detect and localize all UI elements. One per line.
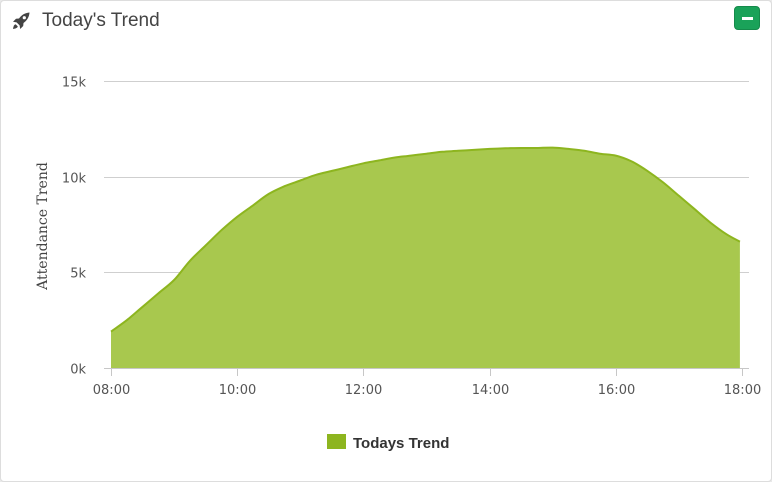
panel-header: Today's Trend	[1, 1, 771, 43]
panel-title: Today's Trend	[42, 10, 160, 31]
x-tick-label: 10:00	[219, 383, 256, 398]
series-line	[110, 146, 741, 333]
x-tick-label: 16:00	[598, 383, 635, 398]
minus-icon	[742, 17, 753, 20]
series-layer	[110, 146, 741, 368]
y-axis-title: Attendance Trend	[35, 162, 51, 291]
legend[interactable]: Todays Trend	[327, 434, 449, 452]
rocket-icon	[13, 12, 30, 29]
y-tick-label: 0k	[70, 363, 86, 378]
series-area	[111, 147, 740, 368]
x-tick-label: 18:00	[724, 383, 761, 398]
collapse-button[interactable]	[734, 6, 760, 30]
y-tick-label: 10k	[62, 172, 87, 187]
x-tick-label: 08:00	[93, 383, 130, 398]
y-tick-label: 15k	[62, 76, 87, 91]
x-tick-label: 12:00	[345, 383, 382, 398]
axes: 0k 5k 10k 15k 08:00 10:00 12:00 14:00 16:00 18:00	[62, 76, 761, 399]
legend-label[interactable]: Todays Trend	[353, 435, 449, 452]
legend-swatch[interactable]	[327, 434, 346, 449]
y-tick-label: 5k	[70, 267, 86, 282]
x-tick-label: 14:00	[472, 383, 509, 398]
